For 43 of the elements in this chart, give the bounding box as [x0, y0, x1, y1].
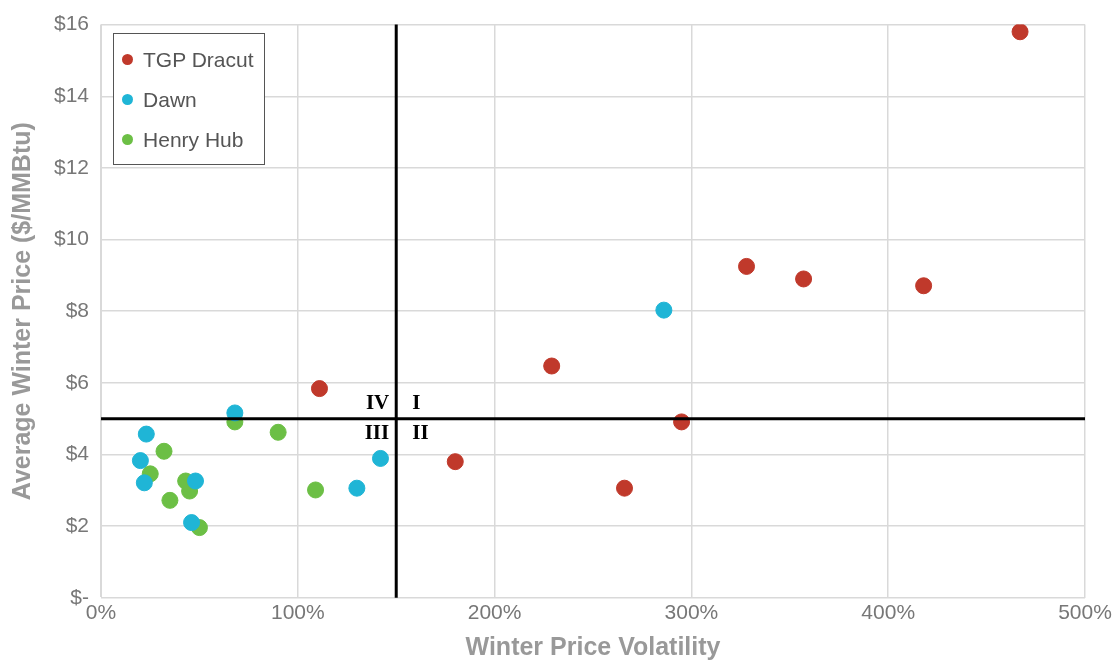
y-tick-label: $10 [53, 226, 90, 250]
x-tick-label: 400% [861, 600, 916, 624]
y-tick-label: $4 [65, 441, 90, 465]
x-tick-label: 0% [85, 600, 117, 624]
point [307, 481, 325, 499]
x-axis-title: Winter Price Volatility [465, 631, 721, 660]
point [915, 277, 933, 295]
annotation: I [412, 390, 421, 415]
point [187, 472, 204, 490]
x-tick-label: 200% [467, 600, 522, 624]
point [155, 442, 173, 460]
point [371, 449, 389, 467]
point [446, 453, 464, 471]
point [310, 380, 328, 398]
annotation: III [364, 420, 390, 445]
point [161, 491, 179, 509]
point [655, 301, 673, 319]
point [795, 270, 813, 288]
point [131, 452, 149, 470]
y-tick-label: $8 [65, 298, 90, 321]
point [137, 425, 155, 443]
point [183, 514, 201, 532]
point [269, 423, 287, 441]
x-tick-label: 500% [1058, 600, 1112, 624]
y-axis-title: Average Winter Price ($/MMBtu) [6, 122, 35, 501]
legend-label: Dawn [142, 86, 198, 113]
x-tick-label: 300% [664, 600, 719, 624]
y-tick-label: $2 [65, 512, 90, 536]
point [738, 257, 756, 275]
annotation: IV [365, 390, 390, 415]
y-tick-label: $6 [65, 369, 90, 393]
point [135, 474, 153, 492]
y-tick-label: $14 [53, 83, 90, 107]
legend-label: TGP Dracut [142, 46, 254, 73]
point [543, 357, 561, 375]
point [1011, 24, 1029, 41]
point [616, 479, 634, 497]
annotation: II [412, 420, 429, 445]
y-tick-label: $12 [53, 154, 90, 178]
point [348, 479, 366, 497]
y-tick-label: $16 [53, 11, 90, 35]
x-tick-label: 100% [270, 600, 325, 624]
legend-label: Henry Hub [142, 126, 245, 153]
